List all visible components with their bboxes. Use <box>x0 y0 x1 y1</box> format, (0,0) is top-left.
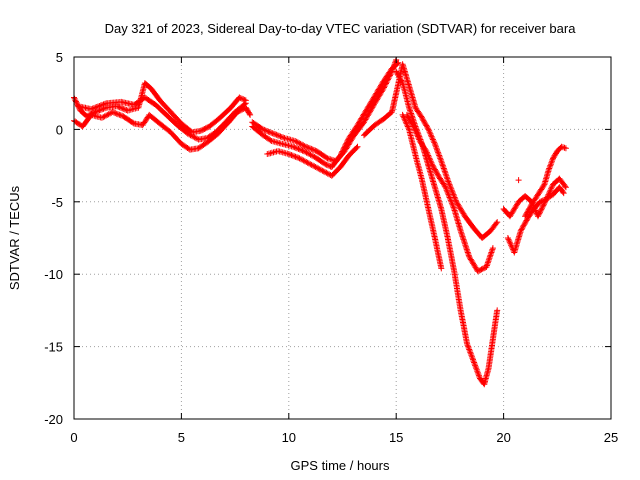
scatter-points <box>361 61 501 241</box>
x-tick-label: 5 <box>178 430 185 445</box>
data-points <box>71 56 569 388</box>
scatter-points <box>399 111 445 272</box>
plot-frame <box>73 56 612 420</box>
chart-title: Day 321 of 2023, Sidereal Day-to-day VTE… <box>105 21 577 36</box>
series-track-g <box>361 61 501 241</box>
x-tick-label: 25 <box>604 430 618 445</box>
y-axis-label: SDTVAR / TECUs <box>7 185 22 290</box>
scatter-points <box>522 143 569 220</box>
grid-lines <box>74 57 611 419</box>
scatter-points <box>249 56 400 165</box>
series-track-e <box>249 59 402 170</box>
series-track-d <box>249 56 400 165</box>
scatter-points <box>403 111 496 275</box>
series-track-i <box>403 111 496 275</box>
series-track-m <box>522 143 569 220</box>
series-track-c <box>75 94 249 143</box>
y-tick-label: -20 <box>44 412 63 427</box>
scatter-points <box>264 143 361 179</box>
x-tick-label: 15 <box>389 430 403 445</box>
x-axis-label: GPS time / hours <box>291 458 390 473</box>
axis-ticks: 0 5 10 15 20 25 -20 -15 -10 -5 0 5 <box>44 50 618 445</box>
series-track-f <box>264 143 361 179</box>
y-tick-label: 0 <box>56 122 63 137</box>
y-tick-label: 5 <box>56 50 63 65</box>
series-track-j <box>399 111 445 272</box>
y-tick-label: -10 <box>44 267 63 282</box>
x-tick-label: 20 <box>496 430 510 445</box>
scatter-points <box>249 59 402 170</box>
x-tick-label: 0 <box>70 430 77 445</box>
scatter-points <box>500 175 569 220</box>
scatter-points <box>75 94 249 143</box>
x-tick-label: 10 <box>282 430 296 445</box>
y-tick-label: -5 <box>51 195 63 210</box>
series-track-n <box>515 177 522 184</box>
series-track-l <box>500 175 569 220</box>
y-tick-label: -15 <box>44 340 63 355</box>
scatter-points <box>515 177 522 184</box>
